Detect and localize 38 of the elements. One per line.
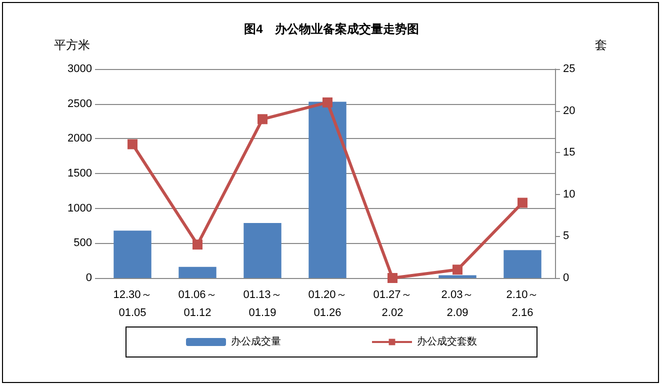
y-tick-label: 3000 [68,63,92,75]
point [258,114,268,124]
bar [438,275,476,278]
y2-tick-label: 10 [563,188,576,200]
point [192,240,202,250]
x-tick-label: 2.10～ 2.16 [506,289,539,319]
y-tick-label: 2000 [68,132,92,145]
y-tick-label: 2500 [68,98,92,110]
y-tick-label: 500 [74,237,92,250]
bar [244,222,282,278]
y-tick-label: 1000 [68,202,92,214]
x-tick-label: 01.20～ 01.26 [308,289,347,319]
y2-tick-label: 15 [563,146,576,159]
x-tick-label: 01.06～ 01.12 [178,289,217,319]
bar [308,102,346,278]
x-tick-label: 01.13～ 01.19 [243,289,282,319]
y2-tick-label: 20 [563,104,576,117]
bar [504,250,542,278]
y2-axis-title: 套 [595,38,607,52]
x-tick-label: 01.27～ 2.02 [373,289,412,319]
chart-title: 图4 办公物业备案成交量走势图 [244,22,419,36]
point [518,198,528,208]
point [452,264,462,275]
y-tick-label: 0 [86,272,92,284]
point [128,139,138,150]
y2-tick-label: 0 [563,272,570,284]
bar [178,266,216,278]
point [322,97,332,108]
point [388,273,398,283]
y-axis-title: 平方米 [54,38,90,52]
x-tick-label: 2.03～ 2.09 [441,289,474,319]
legend-label: 办公成交量 [231,336,281,348]
bar [114,230,152,278]
x-tick-label: 12.30～ 01.05 [113,289,152,319]
legend-label: 办公成交套数 [417,336,477,348]
y-tick-label: 1500 [68,168,92,180]
y2-tick-label: 5 [563,230,570,242]
y2-tick-label: 25 [563,63,576,75]
